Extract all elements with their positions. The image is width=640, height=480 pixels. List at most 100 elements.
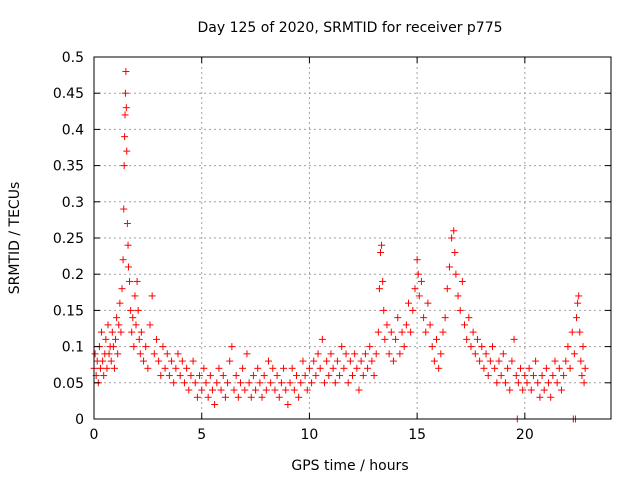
data-point [392, 335, 400, 343]
data-point [562, 357, 570, 365]
data-point [439, 328, 447, 336]
data-point [532, 357, 540, 365]
data-point [435, 364, 443, 372]
data-point [183, 364, 191, 372]
data-point [96, 364, 104, 372]
data-point [269, 364, 277, 372]
data-point [178, 357, 186, 365]
data-point [387, 328, 395, 336]
data-point [124, 241, 132, 249]
data-point [107, 357, 115, 365]
data-point [127, 306, 135, 314]
data-point [170, 379, 178, 387]
data-point [316, 364, 324, 372]
data-point [260, 372, 268, 380]
data-point [366, 343, 374, 351]
data-point [310, 357, 318, 365]
y-tick-label: 0.1 [62, 340, 84, 356]
data-point [176, 372, 184, 380]
data-point [215, 364, 223, 372]
data-point [512, 372, 520, 380]
data-point [254, 364, 262, 372]
data-point [161, 364, 169, 372]
data-point [340, 364, 348, 372]
data-point [489, 343, 497, 351]
data-point [506, 386, 514, 394]
data-point [338, 343, 346, 351]
data-point [413, 256, 421, 264]
data-point [245, 379, 253, 387]
data-point [542, 364, 550, 372]
data-point [534, 379, 542, 387]
data-point [493, 379, 501, 387]
data-point [262, 386, 270, 394]
data-point [102, 335, 110, 343]
data-point [303, 386, 311, 394]
data-point [555, 364, 563, 372]
data-point [560, 372, 568, 380]
data-point [574, 299, 582, 307]
data-point [519, 386, 527, 394]
data-point [538, 372, 546, 380]
data-points [90, 67, 589, 423]
data-point [377, 248, 385, 256]
data-point [271, 386, 279, 394]
data-point [540, 386, 548, 394]
data-point [329, 364, 337, 372]
data-point [482, 350, 490, 358]
data-point [113, 314, 121, 322]
data-point [288, 364, 296, 372]
axis-ticks: 0 5 10 15 20 0 0.05 0.1 0.15 0.2 0.25 0.3 0.35 0.4 0.4… [53, 50, 611, 443]
data-point [314, 350, 322, 358]
data-point [146, 321, 154, 329]
data-point [405, 299, 413, 307]
data-point [273, 372, 281, 380]
data-point [159, 343, 167, 351]
y-tick-label: 0.2 [62, 267, 84, 283]
data-point [123, 220, 131, 228]
y-tick-label: 0.35 [53, 159, 84, 175]
data-point [108, 328, 116, 336]
data-point [415, 292, 423, 300]
data-point [545, 379, 553, 387]
y-tick-label: 0.25 [53, 231, 84, 247]
data-point [456, 306, 464, 314]
data-point [441, 314, 449, 322]
data-point [581, 364, 589, 372]
data-point [510, 335, 518, 343]
data-point [336, 372, 344, 380]
data-point [148, 292, 156, 300]
data-point [411, 285, 419, 293]
data-point [400, 343, 408, 351]
data-point [342, 350, 350, 358]
data-point [232, 372, 240, 380]
data-point [277, 379, 285, 387]
data-point [123, 147, 131, 155]
data-point [437, 350, 445, 358]
data-point [284, 401, 292, 409]
data-point [305, 364, 313, 372]
data-point [579, 343, 587, 351]
data-point [417, 277, 425, 285]
data-point [465, 314, 473, 322]
data-point [497, 372, 505, 380]
data-point [121, 133, 129, 141]
data-point [100, 372, 108, 380]
data-point [357, 357, 365, 365]
data-point [211, 401, 219, 409]
data-point [499, 350, 507, 358]
data-point [443, 285, 451, 293]
data-point [98, 328, 106, 336]
data-point [355, 386, 363, 394]
data-point [290, 386, 298, 394]
x-tick-label: 15 [408, 427, 426, 443]
data-point [504, 364, 512, 372]
data-point [185, 386, 193, 394]
data-point [576, 328, 584, 336]
data-point [374, 328, 382, 336]
data-point [551, 357, 559, 365]
data-point [267, 379, 275, 387]
data-point [370, 372, 378, 380]
y-tick-label: 0.4 [62, 122, 84, 138]
data-point [575, 292, 583, 300]
